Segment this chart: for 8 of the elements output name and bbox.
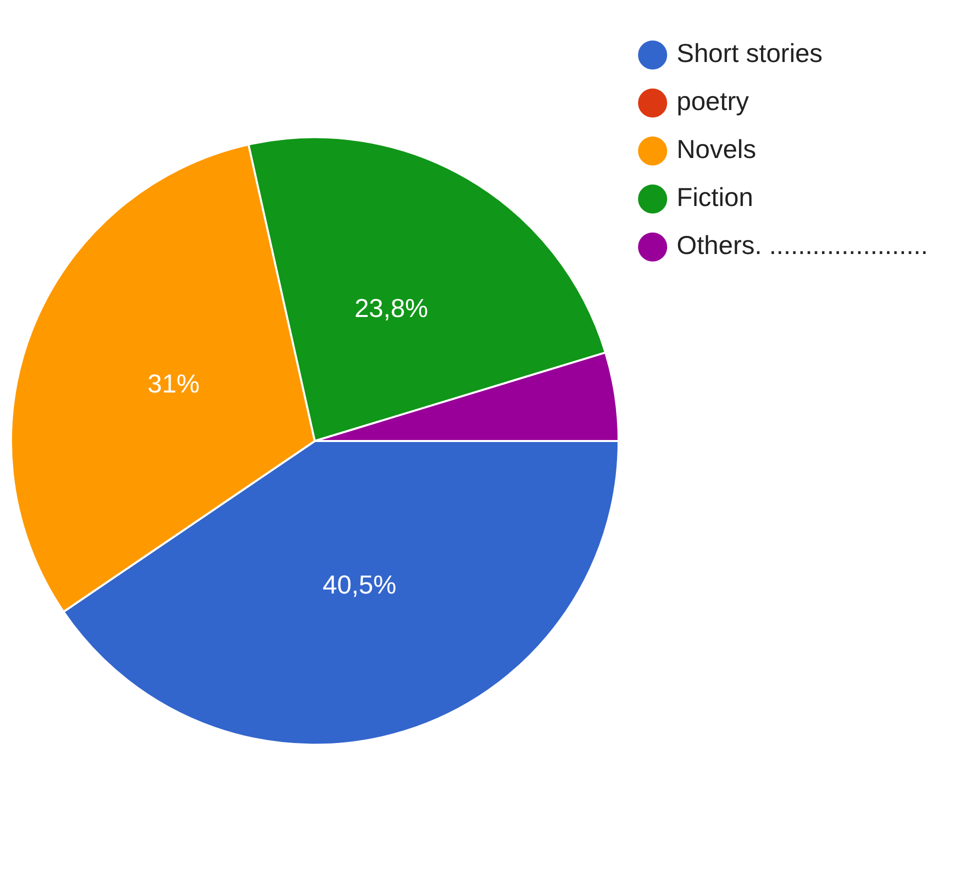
legend-label: Others. ...................... <box>676 230 928 260</box>
legend-label: Novels <box>676 134 756 164</box>
legend-label: Short stories <box>676 38 823 68</box>
data-label: 40,5% <box>322 569 396 600</box>
data-label: 31% <box>148 368 200 398</box>
legend-label: poetry <box>676 86 749 116</box>
legend-label: Fiction <box>676 182 754 212</box>
data-label: 23,8% <box>354 292 428 323</box>
